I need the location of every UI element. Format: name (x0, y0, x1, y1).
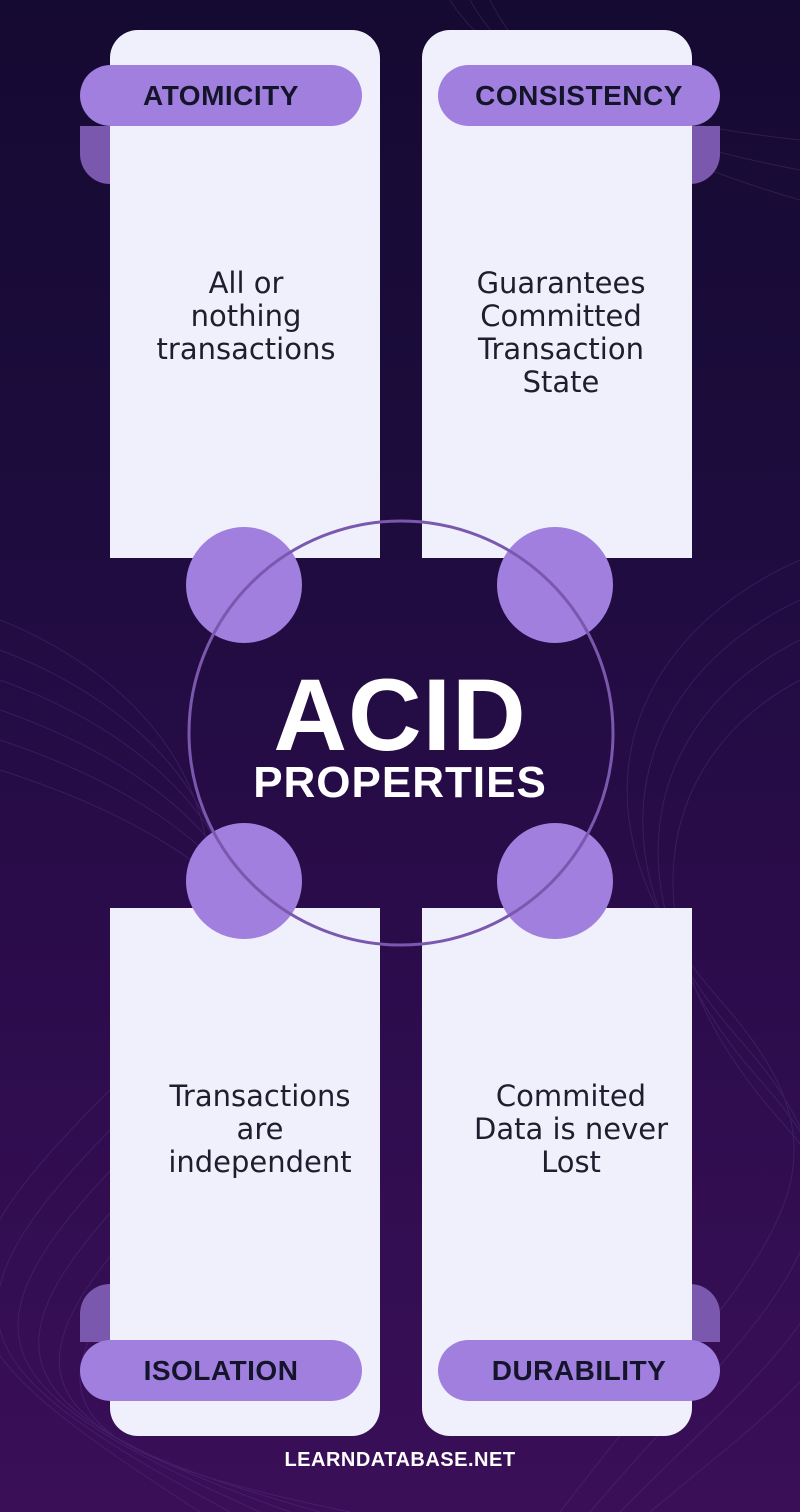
description-consistency: Guarantees Committed Transaction State (476, 266, 646, 399)
footer-site-name: LEARNDATABASE.NET (284, 1449, 516, 1471)
description-durability: Commited Data is never Lost (474, 1079, 668, 1179)
label-durability: DURABILITY (438, 1340, 720, 1401)
label-atomicity: ATOMICITY (80, 65, 362, 126)
page-title: ACID (273, 658, 527, 772)
label-isolation: ISOLATION (80, 1340, 362, 1401)
dot-bottom-left (186, 823, 302, 939)
dot-top-right (497, 527, 613, 643)
description-isolation: Transactions are independent (168, 1079, 352, 1179)
center-ring (187, 519, 615, 947)
description-atomicity: All or nothing transactions (156, 266, 336, 366)
page-subtitle: PROPERTIES (253, 758, 547, 807)
dot-top-left (186, 527, 302, 643)
dot-bottom-right (497, 823, 613, 939)
label-consistency: CONSISTENCY (438, 65, 720, 126)
